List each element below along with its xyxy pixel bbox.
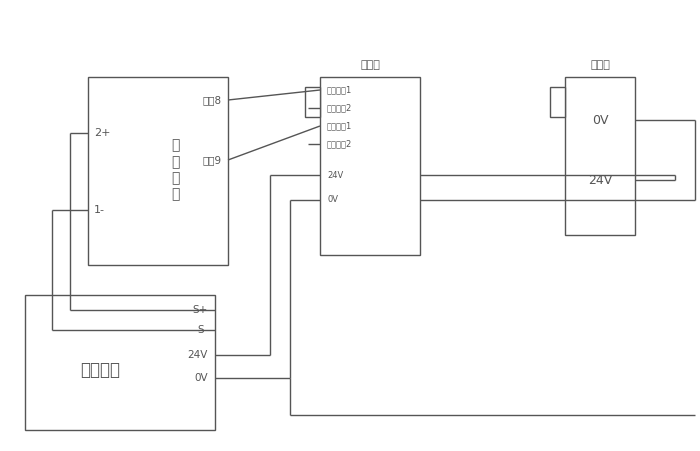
Text: 24V: 24V [588, 174, 612, 187]
Text: S-: S- [197, 325, 208, 335]
Text: 0V: 0V [592, 114, 608, 126]
Text: 输
入
模
块: 输 入 模 块 [171, 139, 179, 201]
Bar [305, 87, 320, 117]
Text: S+: S+ [193, 305, 208, 315]
Bar [320, 77, 420, 255]
Text: 发射器: 发射器 [590, 60, 610, 70]
Text: 输入8: 输入8 [203, 95, 222, 105]
Bar [565, 77, 635, 235]
Text: 报警主机: 报警主机 [80, 361, 120, 379]
Text: 接收器: 接收器 [360, 60, 380, 70]
Bar [550, 87, 565, 117]
Text: 故障输全1: 故障输全1 [327, 86, 352, 95]
Text: 24V: 24V [327, 170, 343, 179]
Text: 输入9: 输入9 [203, 155, 222, 165]
Text: 0V: 0V [327, 195, 338, 204]
Text: 报警输全1: 报警输全1 [327, 121, 352, 130]
Text: 1-: 1- [94, 205, 105, 215]
Text: 报警输全2: 报警输全2 [327, 139, 352, 148]
Text: 0V: 0V [195, 373, 208, 383]
Bar [88, 77, 228, 265]
Text: 24V: 24V [188, 350, 208, 360]
Text: 故障输全2: 故障输全2 [327, 103, 352, 112]
Bar [25, 295, 215, 430]
Text: 2+: 2+ [94, 128, 111, 138]
